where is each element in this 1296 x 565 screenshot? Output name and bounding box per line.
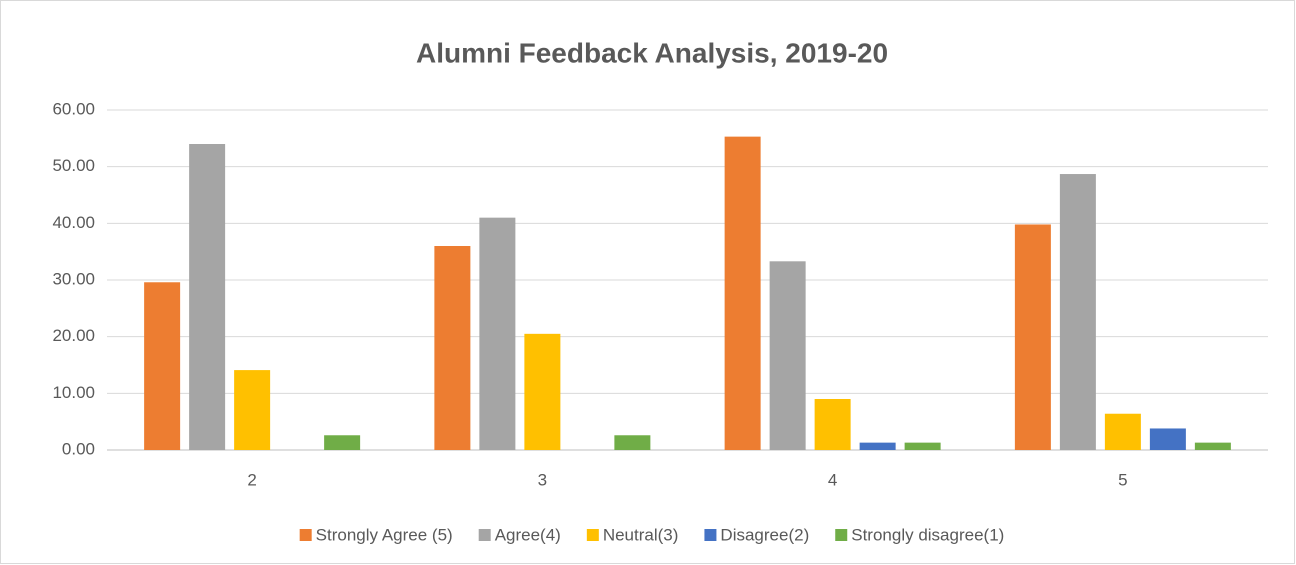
bar (189, 144, 226, 450)
bar (324, 435, 361, 450)
chart-title: Alumni Feedback Analysis, 2019-20 (416, 37, 888, 68)
legend-label: Neutral(3) (603, 525, 679, 544)
legend-label: Agree(4) (495, 525, 561, 544)
bar (434, 246, 471, 450)
bar (234, 370, 271, 450)
y-tick-label: 40.00 (52, 213, 95, 232)
legend-label: Strongly Agree (5) (316, 525, 453, 544)
y-tick-label: 10.00 (52, 383, 95, 402)
bar (859, 442, 896, 450)
legend-label: Disagree(2) (720, 525, 809, 544)
y-tick-label: 0.00 (62, 439, 95, 458)
y-tick-label: 30.00 (52, 269, 95, 288)
bar (814, 399, 851, 450)
legend-swatch (704, 529, 717, 541)
legend-swatch (835, 529, 848, 541)
bar (904, 442, 941, 450)
y-tick-label: 60.00 (52, 99, 95, 118)
bar (614, 435, 651, 450)
x-tick-label: 4 (828, 470, 837, 489)
x-tick-label: 5 (1118, 470, 1127, 489)
x-tick-label: 3 (538, 470, 547, 489)
y-tick-label: 20.00 (52, 326, 95, 345)
legend-swatch (478, 529, 491, 541)
legend-label: Strongly disagree(1) (851, 525, 1004, 544)
y-tick-label: 50.00 (52, 156, 95, 175)
legend-swatch (586, 529, 599, 541)
bar (1014, 224, 1051, 450)
bar (724, 136, 761, 450)
bar (1104, 413, 1141, 450)
x-tick-label: 2 (247, 470, 256, 489)
bar (1149, 428, 1186, 450)
bar (1059, 174, 1096, 451)
legend-swatch (299, 529, 312, 541)
bar (479, 217, 516, 450)
bar (1194, 442, 1231, 450)
bar (144, 282, 181, 450)
bar (524, 333, 561, 450)
bar (769, 261, 806, 450)
